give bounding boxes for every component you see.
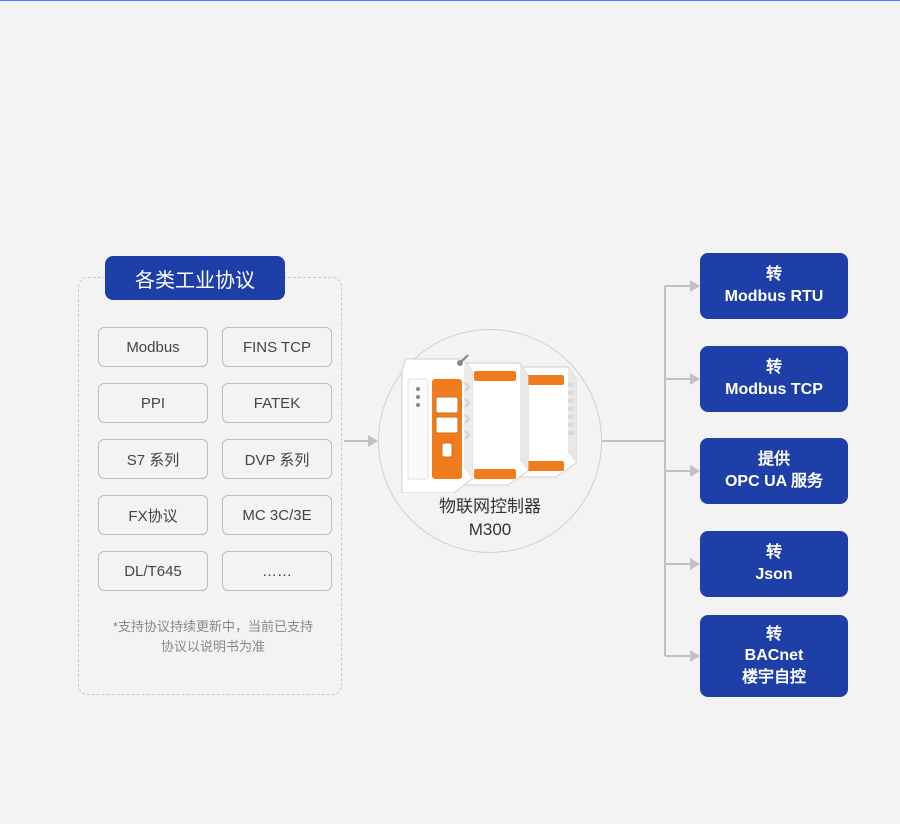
- arrow-icon: [368, 435, 378, 447]
- output-line: 转: [766, 357, 782, 379]
- protocol-cell: Modbus: [98, 327, 208, 367]
- output-box: 转 Json: [700, 531, 848, 597]
- output-line: 转: [766, 542, 782, 564]
- protocol-cell: DVP 系列: [222, 439, 332, 479]
- protocol-cell: FINS TCP: [222, 327, 332, 367]
- protocol-cell: S7 系列: [98, 439, 208, 479]
- output-box: 转 BACnet 楼宇自控: [700, 615, 848, 697]
- output-line: 转: [766, 264, 782, 286]
- connector-branch: [665, 655, 692, 657]
- output-line: Json: [755, 564, 792, 586]
- output-box: 提供 OPC UA 服务: [700, 438, 848, 504]
- connector-branch: [665, 378, 692, 380]
- protocol-cell: PPI: [98, 383, 208, 423]
- connector-line: [344, 440, 370, 442]
- output-line: 楼宇自控: [742, 667, 806, 689]
- protocol-cell: MC 3C/3E: [222, 495, 332, 535]
- output-box: 转 Modbus TCP: [700, 346, 848, 412]
- protocol-cell: ……: [222, 551, 332, 591]
- device-illustration: [398, 353, 582, 493]
- arrow-icon: [690, 465, 700, 477]
- protocol-cell: DL/T645: [98, 551, 208, 591]
- arrow-icon: [690, 373, 700, 385]
- output-line: Modbus TCP: [725, 379, 823, 401]
- diagram-canvas: 各类工业协议 Modbus FINS TCP PPI FATEK S7 系列 D…: [0, 1, 900, 824]
- arrow-icon: [690, 558, 700, 570]
- device-label-line: 物联网控制器: [439, 497, 541, 516]
- arrow-icon: [690, 280, 700, 292]
- connector-line: [602, 440, 665, 442]
- protocol-cell: FX协议: [98, 495, 208, 535]
- protocols-header: 各类工业协议: [105, 256, 285, 300]
- footnote-line: 协议以说明书为准: [161, 639, 265, 654]
- connector-branch: [665, 470, 692, 472]
- output-line: OPC UA 服务: [725, 471, 823, 493]
- connector-branch: [665, 563, 692, 565]
- device-label-line: M300: [469, 520, 512, 539]
- output-line: 提供: [758, 449, 790, 471]
- device-label: 物联网控制器 M300: [420, 496, 560, 542]
- output-box: 转 Modbus RTU: [700, 253, 848, 319]
- output-line: 转: [766, 624, 782, 646]
- protocol-cell: FATEK: [222, 383, 332, 423]
- output-line: Modbus RTU: [725, 286, 824, 308]
- connector-branch: [665, 285, 692, 287]
- output-line: BACnet: [745, 645, 804, 667]
- protocols-footnote: *支持协议持续更新中，当前已支持 协议以说明书为准: [98, 617, 328, 656]
- arrow-icon: [690, 650, 700, 662]
- footnote-line: *支持协议持续更新中，当前已支持: [113, 619, 313, 634]
